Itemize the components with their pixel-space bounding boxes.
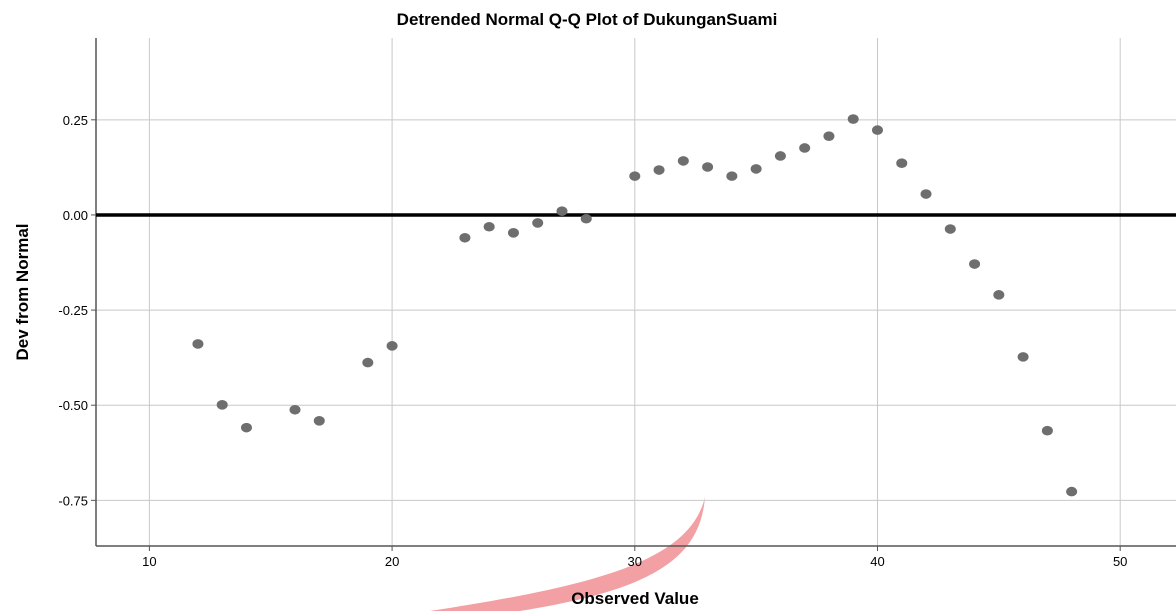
y-axis-label: Dev from Normal <box>13 224 32 361</box>
y-tick-label: 0.25 <box>63 113 88 128</box>
x-tick-label: 10 <box>142 554 156 569</box>
point <box>581 214 592 224</box>
x-axis-label: Observed Value <box>571 589 699 608</box>
point <box>945 224 956 234</box>
point <box>217 400 228 410</box>
point <box>362 358 373 368</box>
point <box>1066 487 1077 497</box>
point <box>290 405 301 415</box>
point <box>629 171 640 181</box>
point <box>654 165 665 175</box>
page: {"chart_data": { "type": "scatter", "tit… <box>0 0 1176 611</box>
point <box>192 339 203 349</box>
point <box>314 416 325 426</box>
point <box>799 143 810 153</box>
point <box>726 171 737 181</box>
chart: Detrended Normal Q-Q Plot of DukunganSua… <box>0 0 1176 611</box>
point <box>823 131 834 141</box>
x-tick-label: 40 <box>870 554 884 569</box>
point <box>848 114 859 124</box>
point <box>678 156 689 166</box>
x-tick-label: 50 <box>1113 554 1127 569</box>
point <box>872 125 883 135</box>
y-tick-label: -0.75 <box>58 493 88 508</box>
point <box>387 341 398 351</box>
point <box>751 164 762 174</box>
point <box>993 290 1004 300</box>
point <box>775 151 786 161</box>
point <box>459 233 470 243</box>
point <box>1042 426 1053 436</box>
chart-title: Detrended Normal Q-Q Plot of DukunganSua… <box>397 10 778 29</box>
point <box>1018 352 1029 362</box>
point <box>532 218 543 228</box>
x-tick-label: 30 <box>628 554 642 569</box>
point <box>484 222 495 232</box>
point <box>969 259 980 269</box>
x-tick-label: 20 <box>385 554 399 569</box>
point <box>921 189 932 199</box>
point <box>702 162 713 172</box>
y-tick-label: 0.00 <box>63 208 88 223</box>
point <box>896 158 907 168</box>
y-tick-label: -0.25 <box>58 303 88 318</box>
point <box>508 228 519 238</box>
point <box>241 423 252 433</box>
y-tick-label: -0.50 <box>58 398 88 413</box>
point <box>556 206 567 216</box>
